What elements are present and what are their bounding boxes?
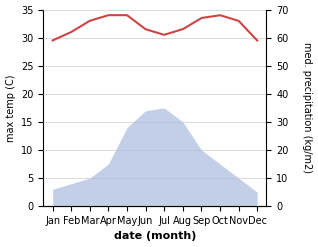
X-axis label: date (month): date (month) (114, 231, 196, 242)
Y-axis label: med. precipitation (kg/m2): med. precipitation (kg/m2) (302, 42, 313, 173)
Y-axis label: max temp (C): max temp (C) (5, 74, 16, 142)
